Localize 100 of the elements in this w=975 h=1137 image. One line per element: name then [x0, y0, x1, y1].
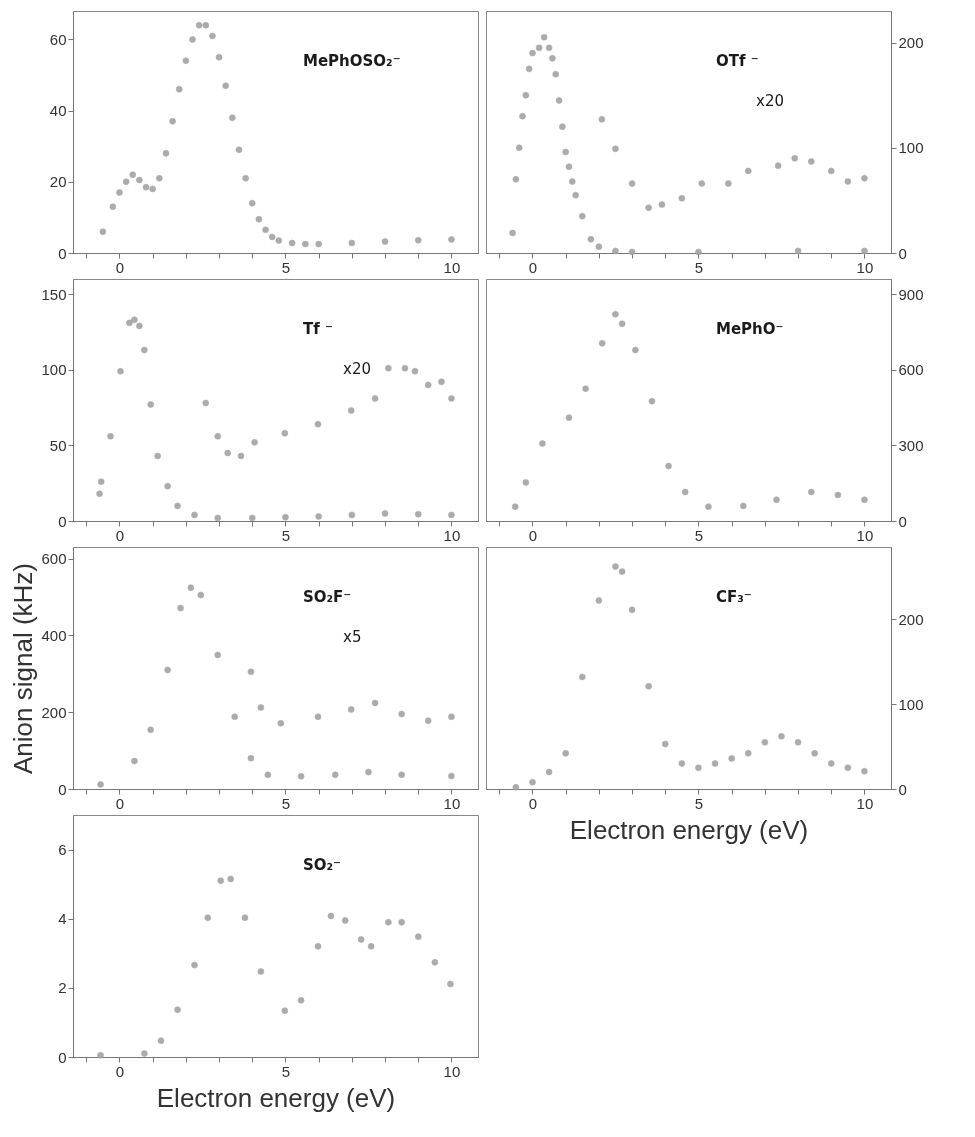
x-axis-title: Electron energy (eV) — [569, 814, 809, 845]
point — [204, 914, 212, 921]
y-tick-label: 50 — [49, 436, 67, 454]
point — [191, 961, 198, 969]
point — [587, 236, 595, 243]
x-tick-label: 0 — [115, 258, 125, 276]
annotation: Tf ⁻ — [303, 320, 333, 338]
point — [99, 228, 107, 235]
point — [365, 768, 372, 776]
point — [241, 914, 249, 921]
x-tick-label: 0 — [115, 794, 125, 812]
point — [97, 781, 104, 788]
point — [182, 57, 190, 65]
y2-tick-label: 100 — [898, 139, 924, 157]
point — [565, 163, 573, 171]
point — [414, 236, 422, 244]
point — [371, 395, 379, 402]
point — [224, 449, 231, 457]
point — [515, 144, 523, 152]
point — [248, 514, 256, 522]
point — [618, 568, 626, 575]
point — [381, 510, 389, 517]
point — [861, 767, 868, 775]
x-tick-label: 0 — [115, 1062, 125, 1080]
point — [535, 44, 543, 52]
y-tick-label: 0 — [58, 512, 67, 530]
x-tick-label: 5 — [281, 258, 291, 276]
point — [341, 917, 349, 924]
point — [398, 918, 405, 926]
point — [154, 452, 161, 460]
point — [808, 158, 815, 165]
point — [164, 666, 171, 674]
point — [136, 322, 143, 330]
point — [371, 699, 379, 707]
point — [297, 773, 305, 780]
x-tick-label: 5 — [281, 1062, 291, 1080]
x-tick-label: 10 — [856, 258, 874, 276]
point — [131, 757, 138, 765]
point — [367, 943, 375, 950]
point — [202, 21, 210, 29]
point — [149, 185, 156, 193]
point — [385, 918, 392, 926]
point — [174, 1006, 181, 1013]
point — [107, 433, 114, 440]
point — [661, 740, 669, 748]
point — [257, 704, 265, 711]
point — [512, 176, 520, 183]
x-tick-label: 0 — [528, 258, 538, 276]
point — [794, 739, 802, 746]
point — [612, 563, 619, 570]
point — [529, 778, 536, 786]
point — [331, 771, 339, 779]
point — [628, 606, 636, 614]
x-tick-label: 10 — [443, 1062, 461, 1080]
point — [414, 933, 422, 940]
point — [288, 239, 296, 247]
point — [678, 760, 686, 767]
point — [227, 875, 234, 883]
point — [562, 750, 569, 757]
y2-tick-label: 100 — [898, 695, 924, 713]
point — [401, 364, 409, 372]
point — [562, 148, 569, 156]
point — [645, 204, 652, 212]
y2-tick-label: 0 — [898, 512, 907, 530]
point — [195, 21, 203, 29]
x-tick-label: 0 — [528, 794, 538, 812]
x-tick-label: 10 — [856, 526, 874, 544]
point — [237, 452, 245, 460]
point — [628, 180, 636, 187]
point — [381, 238, 389, 245]
point — [411, 367, 419, 375]
point — [189, 36, 196, 43]
x-tick-label: 10 — [443, 526, 461, 544]
y-tick-label: 40 — [49, 102, 67, 120]
point — [529, 49, 536, 57]
point — [595, 243, 603, 250]
point — [314, 713, 322, 721]
point — [539, 440, 546, 447]
point — [438, 378, 445, 386]
point — [175, 86, 183, 93]
point — [448, 511, 455, 519]
point — [214, 433, 222, 440]
y-tick-label: 400 — [41, 626, 67, 644]
point — [540, 34, 548, 41]
point — [247, 754, 255, 762]
point — [565, 414, 573, 421]
point — [572, 191, 579, 199]
point — [431, 958, 439, 966]
point — [791, 155, 799, 162]
x-axis-title: Electron energy (eV) — [156, 1082, 396, 1113]
point — [215, 53, 223, 61]
point — [214, 514, 222, 522]
point — [545, 768, 553, 776]
point — [277, 720, 285, 727]
y-tick-label: 60 — [49, 30, 67, 48]
point — [275, 237, 283, 244]
point — [612, 247, 619, 255]
point — [247, 668, 255, 676]
point — [242, 174, 249, 182]
point — [522, 479, 530, 486]
